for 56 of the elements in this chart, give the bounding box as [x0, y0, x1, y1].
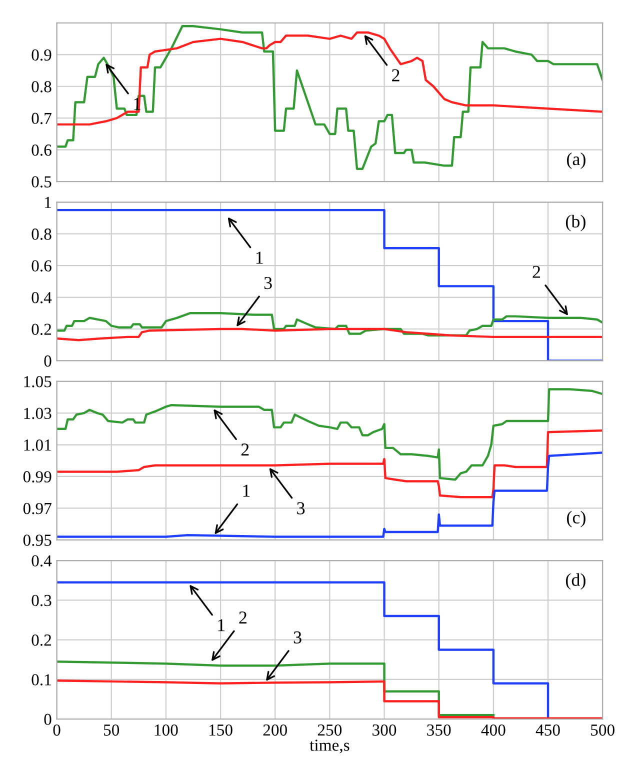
y-tick-label: 0.1 — [32, 674, 51, 686]
x-tick-label: 0 — [53, 724, 60, 736]
x-tick-label: 500 — [591, 724, 614, 736]
line-series — [56, 388, 603, 481]
y-tick-label: 0.7 — [32, 112, 52, 124]
annotation: 2 — [532, 266, 540, 278]
x-tick-label: 350 — [427, 724, 451, 736]
y-tick-label: 1 — [45, 196, 51, 208]
line-series — [56, 31, 603, 126]
x-tick-label: 150 — [210, 724, 232, 736]
annotation: 1 — [134, 98, 140, 110]
y-tick-label: 0.6 — [32, 144, 52, 156]
annotation: 3 — [297, 502, 305, 514]
y-tick-label: 0.4 — [32, 292, 52, 304]
y-tick-label: 0.8 — [32, 228, 52, 240]
y-tick-label: 0.99 — [23, 471, 52, 482]
y-tick-label: 0.2 — [32, 634, 52, 646]
y-tick-label: 1.05 — [24, 376, 52, 388]
text: (a) — [566, 152, 586, 169]
y-tick-label: 0.95 — [23, 534, 52, 546]
x-tick-label: 250 — [318, 724, 342, 736]
x-tick-label: 400 — [481, 724, 506, 736]
y-tick-label: 0.6 — [32, 260, 52, 272]
y-tick-label: 1.03 — [24, 408, 52, 420]
line-series — [56, 328, 603, 342]
annotation: 1 — [218, 619, 225, 632]
x-tick-label: 450 — [536, 724, 560, 736]
annotation: 3 — [294, 631, 302, 644]
y-tick-label: 0.2 — [32, 324, 52, 336]
x-tick-label: 100 — [154, 724, 178, 736]
text: (b) — [566, 214, 586, 232]
y-tick-label: 0.9 — [32, 49, 52, 61]
y-tick-label: 0 — [44, 714, 52, 726]
annotation: 2 — [241, 444, 249, 456]
y-tick-label: 0.5 — [32, 176, 52, 188]
line-series — [56, 660, 495, 716]
annotation: 3 — [264, 276, 272, 290]
text: (d) — [566, 573, 586, 590]
annotation: 2 — [392, 69, 400, 82]
y-tick-label: 0.4 — [32, 555, 52, 567]
x-axis-title: time,s — [310, 740, 350, 754]
x-tick-label: 200 — [263, 724, 287, 736]
y-tick-label: 0.3 — [32, 594, 52, 606]
annotation: 1 — [256, 252, 263, 264]
annotation: 2 — [239, 612, 246, 624]
x-tick-label: 300 — [372, 724, 396, 736]
y-tick-label: 1.01 — [24, 439, 51, 451]
line-series — [56, 429, 603, 498]
x-tick-label: 50 — [104, 724, 120, 736]
text: (c) — [566, 510, 586, 528]
y-tick-label: 0.8 — [32, 81, 52, 92]
line-series — [56, 25, 603, 170]
y-tick-label: 0.97 — [23, 502, 52, 514]
line-series — [56, 312, 603, 336]
y-tick-label: 0 — [44, 355, 52, 367]
annotation: 1 — [243, 484, 250, 497]
